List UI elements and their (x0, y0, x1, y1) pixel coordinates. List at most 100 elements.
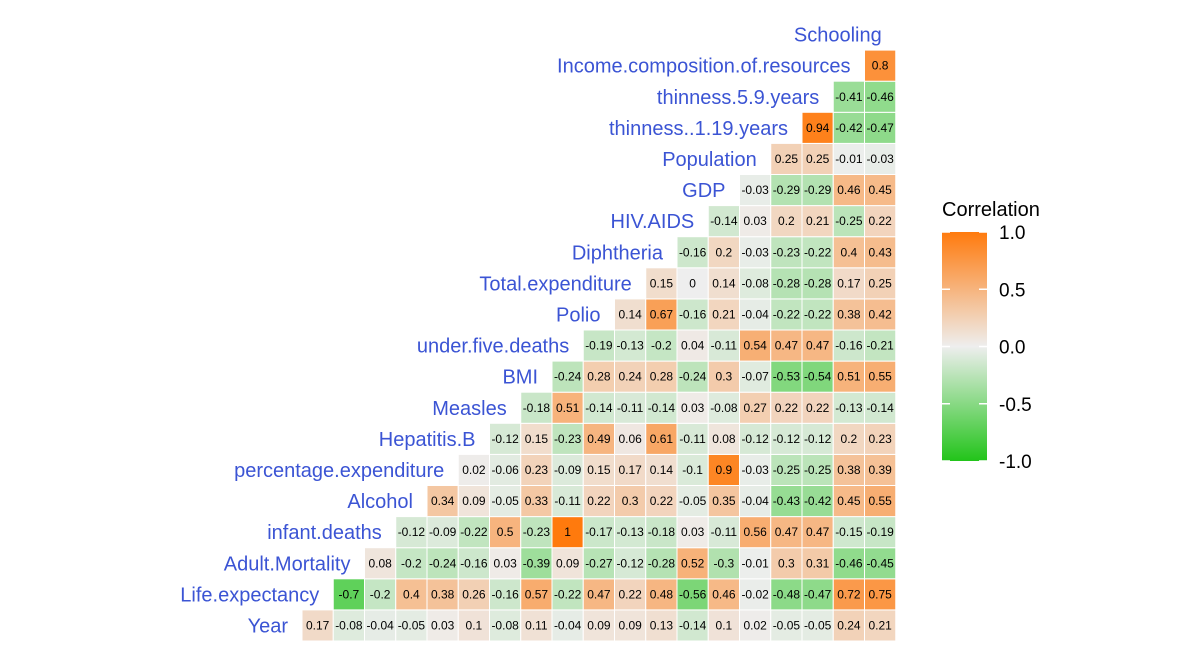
heatmap-cell (645, 298, 678, 331)
heatmap-cell (614, 360, 647, 393)
cell-value-label: -0.46 (866, 90, 894, 104)
heatmap-cell (801, 205, 834, 238)
heatmap-cell (707, 453, 740, 486)
variable-label: Income.composition.of.resources (557, 56, 850, 78)
cell-value-label: -0.43 (773, 494, 801, 508)
cell-value-label: -0.09 (554, 463, 582, 477)
cell-value-label: -0.02 (741, 587, 769, 601)
cell-value-label: -0.04 (741, 494, 769, 508)
cell-value-label: -0.11 (617, 401, 644, 415)
legend-ticks: 1.0 0.5 0.0 -0.5 -1.0 (942, 223, 1032, 473)
heatmap-cell (801, 174, 834, 207)
cell-value-label: -0.14 (648, 401, 676, 415)
heatmap-cell (645, 360, 678, 393)
cell-value-label: -0.03 (741, 183, 769, 197)
cell-value-label: 0.51 (837, 370, 861, 384)
cell-value-label: 0.14 (650, 463, 674, 477)
variable-label: under.five.deaths (417, 336, 569, 358)
cell-value-label: -0.05 (773, 618, 801, 632)
cell-value-label: -0.53 (773, 370, 801, 384)
cell-value-label: -0.01 (835, 152, 863, 166)
cell-value-label: -0.45 (866, 556, 894, 570)
variable-label: infant.deaths (267, 522, 382, 544)
heatmap-cell (676, 609, 709, 642)
heatmap-cell (801, 578, 834, 611)
cell-value-label: 1 (564, 525, 571, 539)
cell-value-label: 0.13 (650, 618, 674, 632)
heatmap-cell (832, 516, 865, 549)
cell-value-label: 0.47 (587, 587, 611, 601)
heatmap-cell (676, 236, 709, 269)
cell-value-label: 0.46 (837, 183, 861, 197)
heatmap-cell (770, 205, 803, 238)
heatmap-cell (770, 329, 803, 362)
heatmap-cell (614, 485, 647, 518)
legend: Correlation 1.0 0.5 0.0 -0.5 -1.0 (942, 199, 1040, 473)
variable-label: Adult.Mortality (224, 553, 351, 575)
heatmap-cell (301, 609, 334, 642)
cell-value-label: 0.14 (618, 307, 642, 321)
heatmap-cell (582, 547, 615, 580)
cell-value-label: 0.1 (716, 618, 733, 632)
heatmap-cell (707, 547, 740, 580)
cell-value-label: 0.72 (837, 587, 861, 601)
cell-value-label: 0.47 (775, 525, 799, 539)
heatmap-cell (551, 422, 584, 455)
heatmap-cell (614, 453, 647, 486)
cell-value-label: 0.03 (431, 618, 455, 632)
cell-value-label: -0.01 (741, 556, 769, 570)
heatmap-cell (832, 298, 865, 331)
heatmap-cell (426, 609, 459, 642)
heatmap-cell (551, 516, 584, 549)
cell-value-label: -0.17 (585, 525, 613, 539)
heatmap-cell (614, 422, 647, 455)
heatmap-cell (676, 298, 709, 331)
cell-value-label: -0.11 (711, 339, 738, 353)
cell-value-label: 0.33 (525, 494, 549, 508)
legend-tick-label: 0.0 (999, 338, 1025, 359)
cell-value-label: 0.15 (525, 432, 549, 446)
cell-value-label: 0.02 (743, 618, 767, 632)
cell-value-label: -0.05 (804, 618, 832, 632)
cell-value-label: -0.13 (835, 401, 863, 415)
cell-value-label: -0.16 (491, 587, 519, 601)
cell-value-label: -0.27 (585, 556, 613, 570)
heatmap-cell (489, 547, 522, 580)
heatmap-cells: 0.17 -0.08 -0.04 -0.05 0.03 0.1 -0.08 0.11 -0.04… (301, 49, 897, 642)
heatmap-cell (864, 547, 897, 580)
cell-value-label: 0.21 (868, 618, 892, 632)
cell-value-label: 0.03 (743, 214, 767, 228)
heatmap-cell (614, 578, 647, 611)
heatmap-cell (395, 516, 428, 549)
heatmap-cell (832, 547, 865, 580)
heatmap-cell (739, 298, 772, 331)
heatmap-cell (864, 111, 897, 144)
cell-value-label: 0.24 (837, 618, 861, 632)
cell-value-label: 0.46 (712, 587, 736, 601)
variable-label: thinness..1.19.years (609, 118, 788, 140)
heatmap-cell (645, 267, 678, 300)
cell-value-label: -0.28 (648, 556, 676, 570)
cell-value-label: -0.47 (804, 587, 832, 601)
cell-value-label: -0.29 (773, 183, 801, 197)
cell-value-label: 0.28 (650, 370, 674, 384)
heatmap-cell (739, 422, 772, 455)
cell-value-label: 0.1 (466, 618, 483, 632)
heatmap-cell (739, 516, 772, 549)
cell-value-label: -0.03 (866, 152, 894, 166)
heatmap-cell (457, 453, 490, 486)
cell-value-label: 0.24 (618, 370, 642, 384)
cell-value-label: -0.13 (616, 339, 644, 353)
cell-value-label: 0.35 (712, 494, 736, 508)
legend-tick-label: -0.5 (999, 395, 1032, 416)
cell-value-label: -0.42 (804, 494, 832, 508)
heatmap-cell (520, 516, 553, 549)
cell-value-label: -0.14 (679, 618, 707, 632)
heatmap-cell (739, 174, 772, 207)
heatmap-cell (457, 547, 490, 580)
heatmap-cell (332, 609, 365, 642)
cell-value-label: 0.22 (775, 401, 799, 415)
cell-value-label: 0.23 (525, 463, 549, 477)
heatmap-cell (832, 80, 865, 113)
cell-value-label: -0.15 (835, 525, 863, 539)
